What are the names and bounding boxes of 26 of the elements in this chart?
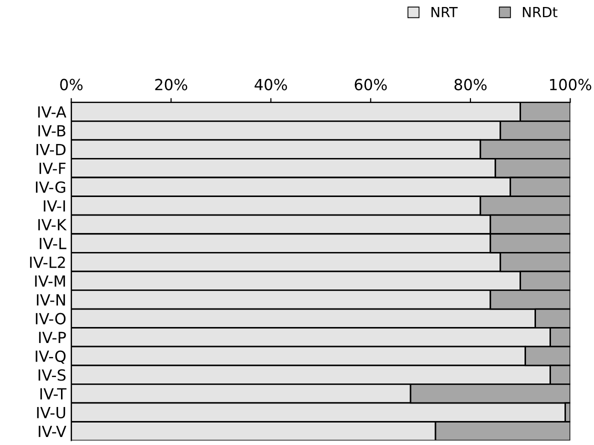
- y-tick-label: IV-N: [36, 294, 65, 306]
- y-tick-label: IV-B: [38, 125, 66, 136]
- y-tick-label: IV-G: [36, 181, 66, 193]
- legend-label: NRT: [432, 7, 458, 18]
- x-tick-label: 40%: [254, 78, 287, 90]
- y-tick-label: IV-O: [36, 312, 66, 324]
- y-tick-label: IV-U: [37, 407, 66, 418]
- x-tick-label: 0%: [60, 78, 83, 90]
- x-tick-label: 60%: [354, 78, 387, 90]
- y-tick-label: IV-D: [36, 144, 66, 156]
- y-tick-label: IV-L2: [30, 256, 65, 268]
- y-tick-label: IV-F: [40, 162, 66, 174]
- legend-label: NRDt: [522, 7, 558, 18]
- y-tick-label: IV-T: [40, 388, 66, 400]
- x-tick-label: 100%: [550, 78, 592, 90]
- x-tick-label: 20%: [155, 78, 188, 90]
- y-tick-label: IV-M: [35, 276, 65, 287]
- y-tick-label: IV-S: [38, 369, 66, 381]
- y-tick-label: IV-I: [44, 200, 65, 212]
- x-tick-label: 80%: [454, 78, 487, 90]
- y-tick-label: IV-K: [38, 219, 67, 230]
- y-tick-label: IV-A: [38, 106, 66, 118]
- y-tick-label: IV-Q: [36, 350, 66, 364]
- y-tick-label: IV-P: [39, 332, 66, 344]
- y-tick-label: IV-V: [38, 426, 66, 437]
- y-tick-label: IV-L: [40, 238, 66, 250]
